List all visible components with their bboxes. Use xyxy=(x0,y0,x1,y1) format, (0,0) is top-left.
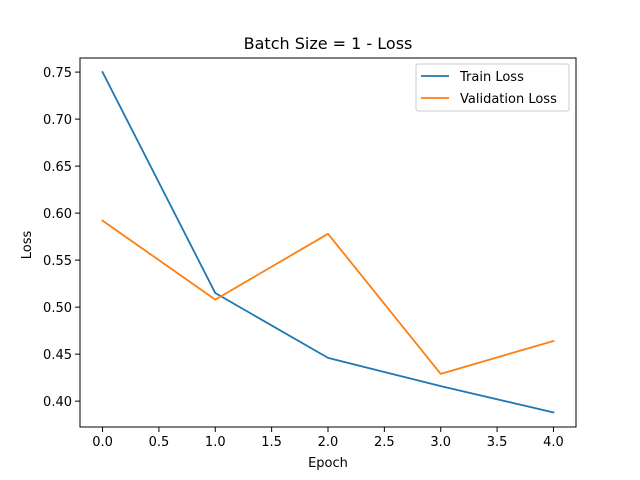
chart-title: Batch Size = 1 - Loss xyxy=(244,34,413,53)
x-tick-label: 2.5 xyxy=(374,435,395,450)
y-tick-label: 0.55 xyxy=(43,254,72,269)
y-tick-label: 0.40 xyxy=(43,395,72,410)
x-axis-label: Epoch xyxy=(308,456,348,471)
y-tick-label: 0.60 xyxy=(43,207,72,222)
legend-frame xyxy=(415,63,570,112)
legend: Train Loss Validation Loss xyxy=(415,63,570,112)
x-tick-label: 3.5 xyxy=(487,435,508,450)
plot-area: 0.0 0.5 1.0 1.5 2.0 2.5 3.0 3.5 4.0 0.40 0.45 0.50 0… xyxy=(43,57,577,450)
x-tick-label: 1.5 xyxy=(261,435,282,450)
legend-label-train-loss: Train Loss xyxy=(459,70,524,85)
y-tick-label: 0.65 xyxy=(43,160,72,175)
x-tick-label: 0.0 xyxy=(92,435,113,450)
y-tick-label: 0.70 xyxy=(43,113,72,128)
x-tick-label: 4.0 xyxy=(543,435,564,450)
x-tick-label: 1.0 xyxy=(205,435,226,450)
series-line-train-loss xyxy=(101,70,555,414)
x-tick-label: 0.5 xyxy=(149,435,170,450)
y-tick-label: 0.50 xyxy=(43,301,72,316)
y-axis-label: Loss xyxy=(20,231,35,260)
series-line-validation-loss xyxy=(101,219,555,375)
x-tick-label: 2.0 xyxy=(318,435,339,450)
y-tick-label: 0.75 xyxy=(43,66,72,81)
y-tick-label: 0.45 xyxy=(43,348,72,363)
legend-label-validation-loss: Validation Loss xyxy=(460,92,557,107)
x-tick-label: 3.0 xyxy=(430,435,451,450)
